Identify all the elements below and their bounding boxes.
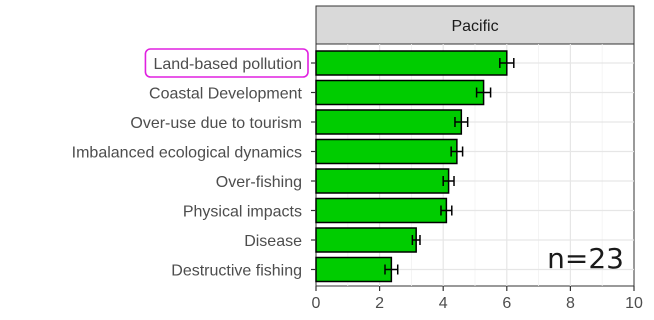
bar (315, 138, 458, 165)
category-label: Over-fishing (216, 174, 302, 191)
highlight-box (144, 48, 309, 78)
facet-label: Pacific (451, 18, 498, 35)
x-tick-label: 8 (566, 295, 575, 312)
category-label: Coastal Development (149, 86, 303, 103)
n-annotation: n=23 (547, 242, 624, 275)
category-label: Imbalanced ecological dynamics (72, 145, 302, 162)
error-bar (450, 146, 464, 157)
category-label: Disease (244, 233, 302, 250)
error-bar (454, 117, 469, 127)
error-bar (384, 264, 399, 275)
x-tick-label: 2 (375, 295, 384, 312)
bar (315, 109, 463, 135)
x-tick-label: 10 (625, 295, 643, 312)
facet-strip (315, 5, 635, 45)
bars (315, 50, 515, 283)
error-bar (442, 176, 455, 186)
category-label: Destructive fishing (171, 263, 302, 280)
x-tick-label: 4 (439, 295, 448, 312)
x-axis: 0 2 4 6 8 10 (312, 286, 643, 312)
bar (315, 227, 417, 253)
error-bar (499, 58, 515, 68)
bar (315, 197, 448, 224)
error-bar (475, 87, 492, 98)
bar (315, 256, 393, 283)
category-label: Land-based pollution (153, 56, 302, 73)
category-label: Physical impacts (183, 204, 302, 221)
bar (315, 168, 450, 194)
bar (315, 79, 485, 106)
category-label: Over-use due to tourism (130, 115, 302, 132)
bar (315, 50, 508, 76)
error-bar (411, 235, 421, 245)
x-tick-label: 0 (312, 295, 321, 312)
x-tick-label: 6 (502, 295, 511, 312)
error-bar (440, 205, 453, 216)
category-labels: Land-based pollution Coastal Development O… (72, 48, 316, 280)
